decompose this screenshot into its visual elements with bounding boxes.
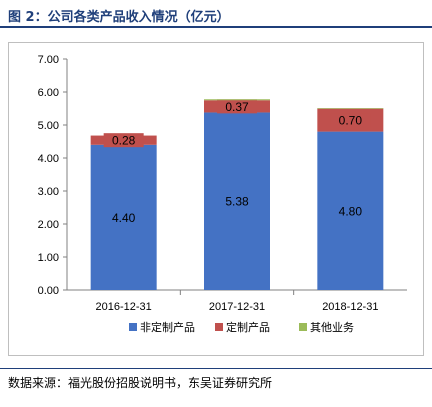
y-tick-label: 6.00	[38, 87, 59, 99]
chart-frame: 0.00 1.00 2.00 3.00 4.00 5.00 6.00 7.00 2016-12-…	[8, 42, 424, 356]
legend-label: 定制产品	[226, 320, 270, 334]
data-label: 5.38	[225, 195, 249, 209]
legend-swatch	[215, 323, 223, 331]
x-tick-label: 2018-12-31	[322, 301, 378, 313]
y-tick-label: 4.00	[38, 153, 59, 165]
figure-title: 图 2：公司各类产品收入情况（亿元）	[8, 10, 230, 25]
data-label-bg	[103, 133, 144, 148]
data-label: 4.80	[339, 204, 363, 218]
source-note: 数据来源：福光股份招股说明书，东吴证券研究所	[8, 376, 273, 390]
data-label: 0.70	[339, 114, 363, 128]
y-tick-label: 1.00	[38, 252, 59, 264]
stacked-bar-chart: 0.00 1.00 2.00 3.00 4.00 5.00 6.00 7.00 2016-12-…	[38, 54, 407, 334]
legend-label: 非定制产品	[140, 320, 195, 334]
data-label: 0.37	[225, 100, 249, 114]
legend-label: 其他业务	[310, 321, 354, 334]
data-label-bg	[217, 194, 257, 209]
bar-segment	[204, 99, 270, 101]
bottom-rule	[0, 368, 432, 369]
data-label-bg	[103, 210, 144, 225]
data-label-bg	[330, 203, 371, 218]
legend-swatch	[129, 323, 137, 331]
y-tick-label: 0.00	[38, 285, 59, 297]
data-label: 0.28	[112, 134, 136, 148]
y-tick-label: 7.00	[38, 54, 59, 66]
data-label-bg	[217, 99, 257, 114]
y-tick-label: 2.00	[38, 219, 59, 231]
title-rule	[0, 26, 432, 28]
y-tick-label: 3.00	[38, 186, 59, 198]
data-label: 4.40	[112, 211, 136, 225]
bar-segment	[317, 108, 384, 109]
legend-swatch	[299, 323, 307, 331]
y-tick-label: 5.00	[38, 120, 59, 132]
data-label-bg	[330, 113, 371, 128]
x-tick-label: 2017-12-31	[209, 301, 265, 313]
x-tick-label: 2016-12-31	[96, 301, 152, 313]
